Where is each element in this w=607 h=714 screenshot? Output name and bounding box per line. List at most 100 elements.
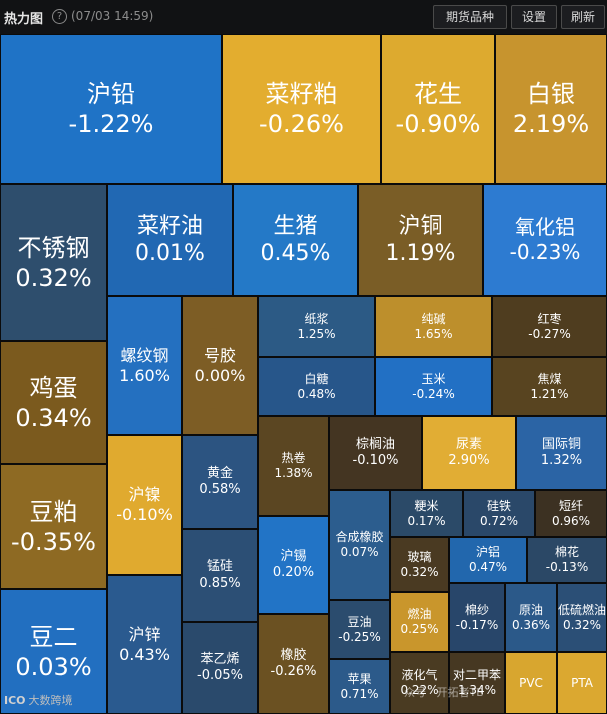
heatmap-tile[interactable]: 菜籽油 0.01%	[107, 184, 233, 296]
heatmap-tile[interactable]: 不锈钢 0.32%	[0, 184, 107, 341]
tile-change: -0.05%	[197, 668, 243, 683]
heatmap-tile[interactable]: 原油 0.36%	[505, 583, 557, 652]
heatmap-tile[interactable]: 玉米 -0.24%	[375, 357, 492, 416]
heatmap-tile[interactable]: 白银 2.19%	[495, 34, 607, 184]
tile-name: 白糖	[304, 371, 329, 386]
tile-name: 纯碱	[421, 311, 446, 326]
heatmap-tile[interactable]: 菜籽粕 -0.26%	[222, 34, 381, 184]
heatmap-tile[interactable]: 生猪 0.45%	[233, 184, 358, 296]
heatmap-tile[interactable]: 豆粕 -0.35%	[0, 464, 107, 589]
tile-name: PTA	[571, 675, 593, 690]
tile-change: -0.17%	[455, 617, 499, 632]
heatmap-tile[interactable]: 国际铜 1.32%	[516, 416, 607, 490]
heatmap-tile[interactable]: 棕榈油 -0.10%	[329, 416, 422, 490]
tile-change: 0.20%	[272, 565, 315, 580]
heatmap-tile[interactable]: 苹果 0.71%	[329, 659, 390, 714]
tile-name: 硅铁	[486, 498, 511, 513]
tile-change: 2.90%	[448, 453, 490, 468]
heatmap-tile[interactable]: 玻璃 0.32%	[390, 537, 449, 592]
tile-change: 0.72%	[479, 513, 519, 528]
tile-change: 0.32%	[15, 263, 92, 292]
settings-button[interactable]: 设置	[511, 5, 557, 29]
heatmap-tile[interactable]: 纯碱 1.65%	[375, 296, 492, 357]
tile-name: 玉米	[421, 371, 446, 386]
heatmap-tile[interactable]: 纸浆 1.25%	[258, 296, 375, 357]
tile-name: 合成橡胶	[335, 530, 384, 544]
tile-name: 棕榈油	[355, 436, 395, 452]
page-title: 热力图	[4, 12, 44, 27]
tile-change: -0.35%	[11, 527, 96, 556]
heatmap-tile[interactable]: 热卷 1.38%	[258, 416, 329, 516]
heatmap-tile[interactable]: 豆油 -0.25%	[329, 600, 390, 659]
heatmap-tile[interactable]: 沪铅 -1.22%	[0, 34, 222, 184]
heatmap-tile[interactable]: 沪铜 1.19%	[358, 184, 483, 296]
heatmap-tile[interactable]: 锰硅 0.85%	[182, 529, 258, 622]
heatmap-tile[interactable]: 沪铝 0.47%	[449, 537, 527, 583]
tile-change: -0.26%	[270, 664, 317, 679]
heatmap-tile[interactable]: 橡胶 -0.26%	[258, 614, 329, 714]
heatmap-tile[interactable]: 棉纱 -0.17%	[449, 583, 505, 652]
heatmap-tile[interactable]: 合成橡胶 0.07%	[329, 490, 390, 600]
refresh-button[interactable]: 刷新	[561, 5, 605, 29]
tile-change: 0.96%	[551, 513, 591, 528]
tile-name: 沪镍	[128, 485, 161, 504]
heatmap-tile[interactable]: 号胶 0.00%	[182, 296, 258, 435]
tile-change: -0.25%	[338, 629, 381, 644]
help-icon[interactable]: ?	[52, 9, 67, 24]
heatmap-tile[interactable]: 棉花 -0.13%	[527, 537, 607, 583]
tile-name: 生猪	[273, 213, 318, 239]
heatmap-tile[interactable]: 氧化铝 -0.23%	[483, 184, 607, 296]
tile-change: 0.32%	[562, 617, 602, 632]
tile-change: 0.43%	[119, 644, 170, 664]
heatmap-tile[interactable]: 硅铁 0.72%	[463, 490, 535, 537]
watermark: ICO 大数跨境	[4, 692, 73, 708]
tile-name: 红枣	[537, 311, 562, 326]
tile-name: 低硫燃油	[558, 602, 607, 617]
futures-varieties-button[interactable]: 期货品种	[433, 5, 507, 29]
heatmap-tile[interactable]: 沪锡 0.20%	[258, 516, 329, 614]
tile-change: 0.03%	[15, 652, 92, 681]
tile-change: 1.60%	[119, 365, 170, 385]
heatmap-tile[interactable]: 尿素 2.90%	[422, 416, 516, 490]
heatmap-tile[interactable]: 螺纹钢 1.60%	[107, 296, 182, 435]
heatmap-tile[interactable]: 沪锌 0.43%	[107, 575, 182, 714]
tile-name: 号胶	[203, 345, 236, 365]
tile-name: PVC	[519, 675, 543, 690]
toolbar: 热力图 ? (07/03 14:59) 期货品种 设置 刷新	[0, 0, 607, 35]
tile-name: 氧化铝	[515, 215, 575, 239]
tile-change: 0.71%	[340, 686, 379, 701]
heatmap-tile[interactable]: 对二甲苯 1.34%	[449, 652, 505, 714]
heatmap-tile[interactable]: PVC	[505, 652, 557, 714]
heatmap-tile[interactable]: 燃油 0.25%	[390, 592, 449, 652]
tile-change: -1.22%	[68, 110, 154, 138]
heatmap-tile[interactable]: 粳米 0.17%	[390, 490, 463, 537]
tile-name: 短纤	[558, 498, 583, 513]
tile-change: 1.25%	[297, 326, 336, 341]
tile-name: 不锈钢	[17, 233, 90, 262]
heatmap-tile[interactable]: 低硫燃油 0.32%	[557, 583, 607, 652]
heatmap-tile[interactable]: 白糖 0.48%	[258, 357, 375, 416]
heatmap-tile[interactable]: 焦煤 1.21%	[492, 357, 607, 416]
heatmap-tile[interactable]: 花生 -0.90%	[381, 34, 495, 184]
heatmap-tile[interactable]: PTA	[557, 652, 607, 714]
tile-name: 对二甲苯	[452, 668, 501, 682]
watermark-text: 大数跨境	[28, 694, 73, 707]
heatmap-tile[interactable]: 黄金 0.58%	[182, 435, 258, 529]
heatmap-tile[interactable]: 红枣 -0.27%	[492, 296, 607, 357]
heatmap-tile[interactable]: 豆二 0.03%	[0, 589, 107, 714]
heatmap-tile[interactable]: 沪镍 -0.10%	[107, 435, 182, 575]
heatmap-tile[interactable]: 鸡蛋 0.34%	[0, 341, 107, 464]
tile-change: 0.07%	[340, 545, 379, 559]
heatmap-tile[interactable]: 短纤 0.96%	[535, 490, 607, 537]
tile-name: 国际铜	[541, 436, 581, 452]
tile-name: 玻璃	[407, 549, 432, 564]
tile-name: 液化气	[401, 668, 438, 682]
tile-name: 黄金	[206, 465, 233, 481]
tile-name: 锰硅	[206, 559, 233, 575]
tile-name: 燃油	[407, 607, 432, 621]
tile-name: 棉花	[554, 545, 579, 559]
heatmap-tile[interactable]: 液化气 0.22%	[390, 652, 449, 714]
heatmap-tile[interactable]: 苯乙烯 -0.05%	[182, 622, 258, 714]
tile-change: 0.58%	[199, 482, 241, 497]
heatmap: 沪铅 -1.22% 菜籽粕 -0.26% 花生 -0.90% 白银 2.19% 不锈钢 0.32%…	[0, 34, 607, 714]
